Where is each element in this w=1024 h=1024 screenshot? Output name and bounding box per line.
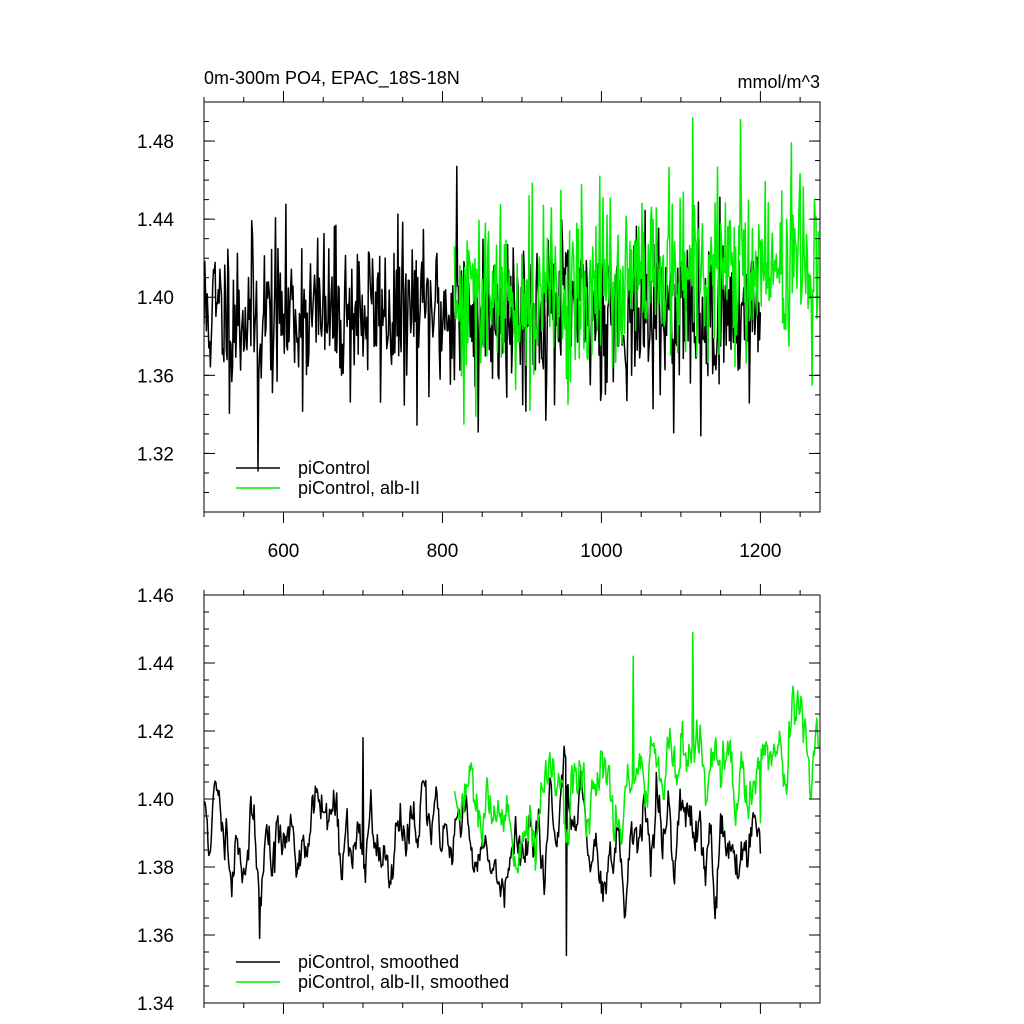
y-tick-label: 1.40 xyxy=(137,288,174,309)
y-tick-label: 1.36 xyxy=(137,926,174,947)
series-line-1-1 xyxy=(453,631,820,874)
x-tick-label: 1000 xyxy=(580,541,622,562)
top-chart-title: 0m-300m PO4, EPAC_18S-18N xyxy=(204,68,460,89)
top-panel: 0m-300m PO4, EPAC_18S-18N mmol/m^3 1.321… xyxy=(137,68,821,562)
bottom-plot-area xyxy=(204,631,820,957)
y-tick-label: 1.32 xyxy=(137,444,174,465)
x-tick-label: 600 xyxy=(268,541,300,562)
y-tick-label: 1.34 xyxy=(137,994,174,1015)
y-tick-label: 1.38 xyxy=(137,858,174,879)
y-tick-label: 1.44 xyxy=(137,654,174,675)
series-line-0-1 xyxy=(453,116,820,425)
bottom-plot-frame xyxy=(203,594,821,1004)
y-tick-label: 1.44 xyxy=(137,210,174,231)
y-tick-label: 1.40 xyxy=(137,790,174,811)
y-tick-label: 1.42 xyxy=(137,722,174,743)
top-units-label: mmol/m^3 xyxy=(738,72,820,92)
series-line-1-0 xyxy=(204,737,762,957)
top-plot-frame xyxy=(203,101,821,513)
x-tick-label: 1200 xyxy=(739,541,781,562)
top-axis-ticks: 1.32 1.36 1.40 1.44 1.48 600 800 1000 1200 xyxy=(137,91,820,562)
y-tick-label: 1.36 xyxy=(137,366,174,387)
bottom-panel: 1.34 1.36 1.38 1.40 1.42 1.44 1.46 piControl, … xyxy=(137,584,821,1015)
y-tick-label: 1.46 xyxy=(137,586,174,607)
top-plot-area xyxy=(204,116,820,472)
bottom-axis-ticks: 1.34 1.36 1.38 1.40 1.42 1.44 1.46 xyxy=(137,584,820,1015)
x-tick-label: 800 xyxy=(427,541,459,562)
legend-label: piControl, alb-II, smoothed xyxy=(298,972,509,992)
legend-label: piControl, smoothed xyxy=(298,952,459,972)
legend-label: piControl, alb-II xyxy=(298,478,420,498)
y-tick-label: 1.48 xyxy=(137,132,174,153)
legend-label: piControl xyxy=(298,458,370,478)
